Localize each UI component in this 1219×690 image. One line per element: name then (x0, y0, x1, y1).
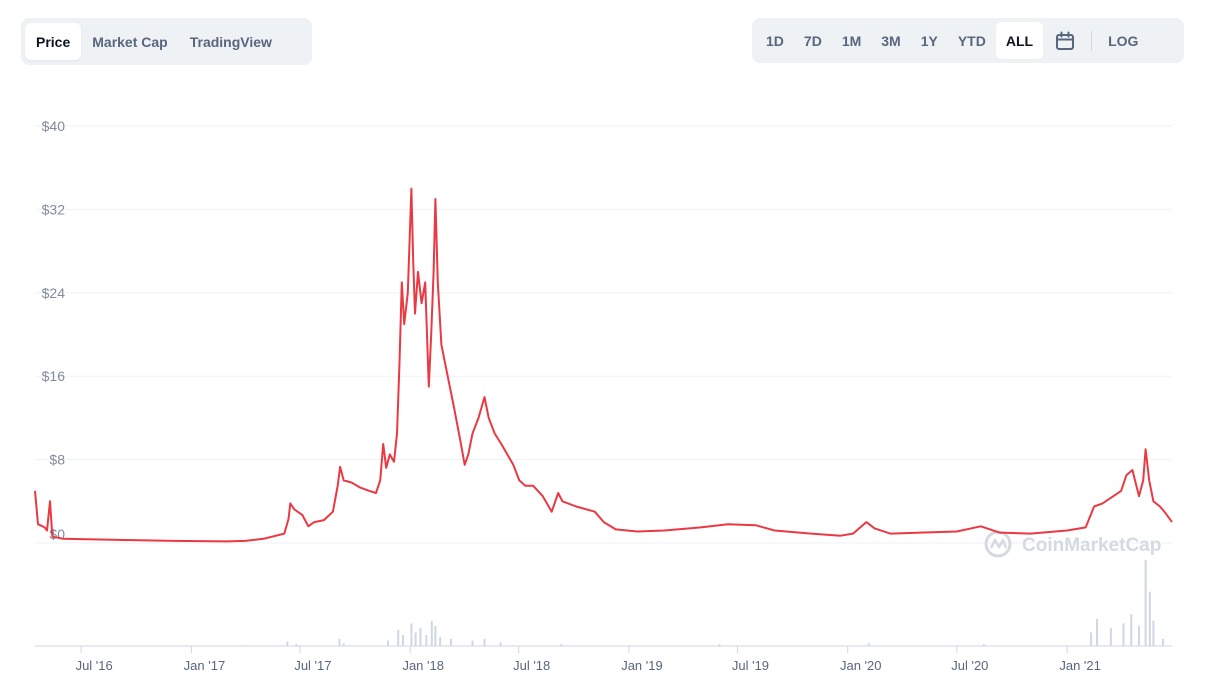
y-tick-label: $32 (42, 201, 66, 217)
price-series (34, 187, 1173, 543)
x-tick-label: Jan '18 (402, 658, 444, 673)
toolbar-divider (1091, 30, 1093, 51)
volume-bar (387, 640, 390, 646)
volume-bar (338, 638, 341, 646)
coinmarketcap-watermark: CoinMarketCap (984, 530, 1161, 558)
volume-bar (414, 632, 417, 646)
log-scale-toggle[interactable]: LOG (1108, 32, 1139, 49)
range-7d-button[interactable]: 7D (803, 32, 822, 49)
chart-type-tabs: Price Market Cap TradingView (21, 18, 312, 65)
volume-bar (342, 643, 345, 646)
volume-bar (1122, 623, 1125, 646)
chart-grid (35, 125, 1172, 544)
x-tick-label: Jul '19 (732, 658, 769, 673)
volume-bar (1096, 618, 1099, 646)
calendar-icon (1056, 31, 1075, 50)
range-1m-button[interactable]: 1M (841, 32, 862, 49)
volume-bar (410, 623, 413, 646)
price-line (34, 187, 1173, 543)
range-all-button[interactable]: ALL (995, 22, 1044, 59)
volume-bar (867, 643, 870, 646)
volume-bar (419, 627, 422, 646)
coinmarketcap-logo-mark (989, 538, 1008, 549)
range-1d-button[interactable]: 1D (766, 32, 784, 49)
volume-bars (244, 560, 1165, 646)
x-tick-label: Jan '17 (184, 658, 226, 673)
y-tick-label: $40 (42, 118, 66, 134)
volume-bar (430, 620, 433, 646)
volume-bar (1109, 627, 1112, 646)
volume-bar (1130, 614, 1133, 646)
x-tick-label: Jul '17 (294, 658, 331, 673)
volume-bar (560, 644, 563, 646)
x-tick-label: Jul '16 (76, 658, 113, 673)
x-axis: Jul '16 Jan '17 Jul '17 Jan '18 Jul '18 Jan '… (35, 645, 1172, 673)
volume-bar (425, 635, 428, 646)
range-1y-button[interactable]: 1Y (920, 32, 938, 49)
x-tick-label: Jan '21 (1059, 658, 1101, 673)
volume-bar (1144, 560, 1147, 646)
volume-bar (1162, 638, 1165, 646)
volume-bar (499, 642, 502, 646)
volume-bar (439, 636, 442, 646)
y-tick-label: $8 (49, 452, 65, 468)
x-tick-label: Jul '18 (513, 658, 550, 673)
volume-bar (471, 640, 474, 646)
volume-bar (1138, 626, 1141, 646)
watermark-text: CoinMarketCap (1022, 535, 1161, 556)
volume-bar (434, 626, 437, 646)
volume-bar (718, 644, 721, 646)
y-tick-label: $24 (42, 285, 66, 301)
volume-bar (1090, 632, 1093, 646)
x-tick-label: Jul '20 (951, 658, 988, 673)
volume-bar (1148, 591, 1151, 646)
volume-bar (982, 644, 985, 646)
range-ytd-button[interactable]: YTD (957, 32, 986, 49)
x-tick-label: Jan '19 (621, 658, 663, 673)
tab-price[interactable]: Price (25, 23, 82, 60)
date-range-button[interactable] (1043, 22, 1087, 59)
tab-tradingview[interactable]: TradingView (189, 33, 272, 50)
y-tick-label: $16 (42, 368, 66, 384)
volume-bar (402, 635, 405, 646)
y-axis: $8$16$24$32$40$0 (42, 118, 66, 542)
volume-bar (483, 638, 486, 646)
range-3m-button[interactable]: 3M (881, 32, 901, 49)
volume-bar (397, 629, 400, 646)
x-tick-label: Jan '20 (840, 658, 882, 673)
volume-bar (1152, 620, 1155, 646)
volume-bar (449, 638, 452, 646)
volume-bar (295, 644, 298, 646)
tab-market-cap[interactable]: Market Cap (92, 33, 168, 50)
time-range-selector: 1D 7D 1M 3M 1Y YTD ALL LOG (752, 18, 1184, 63)
volume-bar (286, 641, 289, 646)
